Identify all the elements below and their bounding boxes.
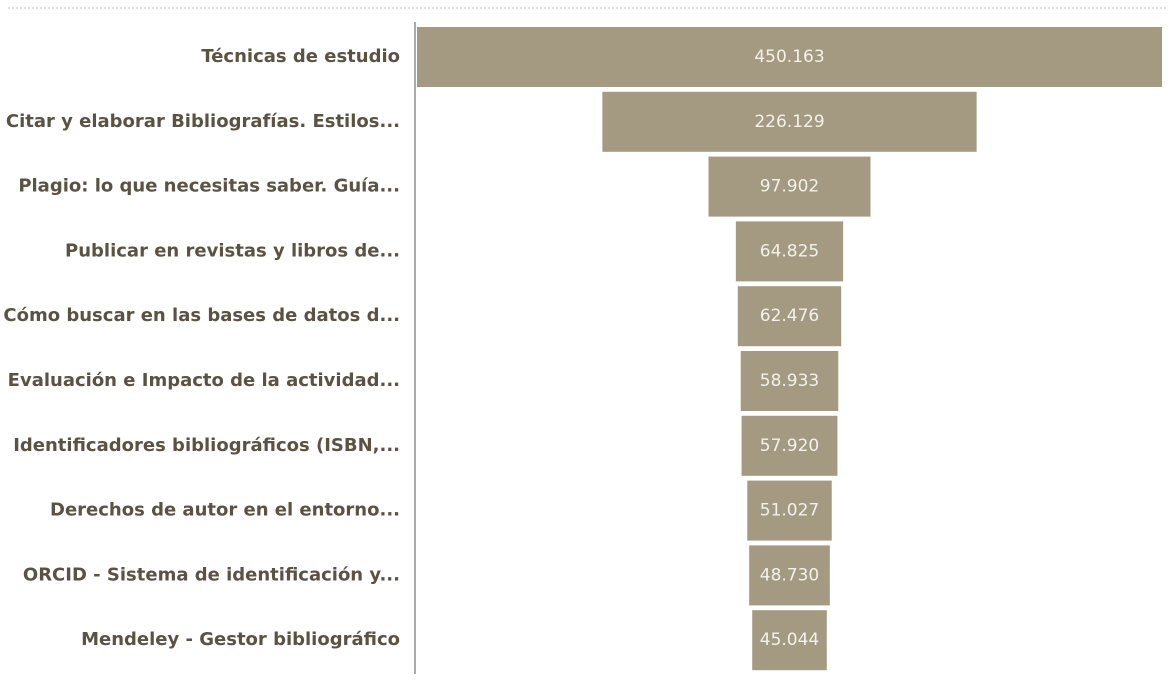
funnel-bar [749,545,830,606]
value-label: 58.933 [760,371,819,391]
value-label: 97.902 [760,177,819,197]
category-label: Publicar en revistas y libros de... [65,240,400,261]
value-label: 450.163 [754,47,824,67]
funnel-bar [737,286,842,347]
funnel-bar [741,415,838,476]
category-label: ORCID - Sistema de identificación y... [23,564,400,585]
category-label: Plagio: lo que necesitas saber. Guía... [18,176,400,197]
funnel-bar [747,480,832,541]
funnel-bar [740,351,839,411]
funnel-bar [602,91,977,152]
funnel-bar [417,27,1162,87]
funnel-bar [735,221,844,282]
value-label: 62.476 [760,306,819,326]
category-label: Identificadores bibliográficos (ISBN,... [13,435,400,456]
funnel-bar [752,610,827,671]
value-label: 226.129 [754,112,824,132]
category-label: Mendeley - Gestor bibliográfico [81,629,400,650]
category-label: Cómo buscar en las bases de datos d... [3,305,400,326]
value-label: 51.027 [760,501,819,521]
category-label: Derechos de autor en el entorno... [50,500,400,521]
funnel-bar [708,156,871,217]
category-label: Evaluación e Impacto de la actividad... [8,370,400,391]
category-label: Citar y elaborar Bibliografías. Estilos.… [6,111,400,132]
value-label: 45.044 [760,630,819,650]
value-label: 64.825 [760,241,819,261]
category-label: Técnicas de estudio [201,46,400,67]
value-label: 57.920 [760,436,819,456]
value-label: 48.730 [760,565,819,585]
